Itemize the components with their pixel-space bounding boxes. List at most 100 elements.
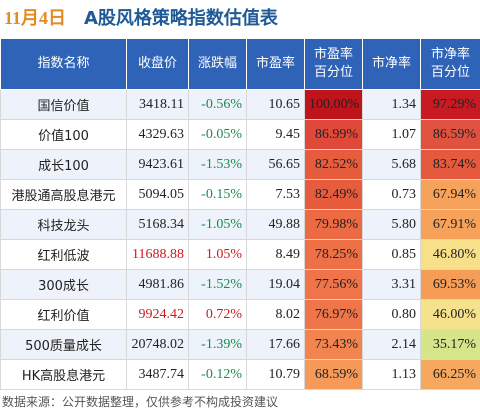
pb-percentile-cell: 67.94% xyxy=(420,179,480,210)
table-row: 500质量成长 20748.02 -1.39% 17.66 73.43% 2.14 35.1… xyxy=(0,329,480,360)
pe-cell: 49.88 xyxy=(246,209,305,240)
change-cell: -1.52% xyxy=(188,269,247,300)
table-body: 国信价值 3418.11 -0.56% 10.65 100.00% 1.34 97.29% 价… xyxy=(0,89,480,390)
column-header-line: 市盈率 xyxy=(255,56,295,71)
change-cell: -0.56% xyxy=(188,89,247,120)
change-cell: -0.15% xyxy=(188,179,247,210)
index-name-cell: 红利价值 xyxy=(0,299,127,330)
column-header: 市盈率 xyxy=(246,38,305,90)
pb-percentile-cell: 67.91% xyxy=(420,209,480,240)
pb-cell: 1.34 xyxy=(362,89,421,120)
column-header-line: 市盈率 xyxy=(313,47,353,62)
index-name-cell: HK高股息港元 xyxy=(0,359,127,390)
pb-cell: 0.73 xyxy=(362,179,421,210)
pb-cell: 5.68 xyxy=(362,149,421,180)
column-header-line: 百分位 xyxy=(430,65,470,80)
pb-percentile-cell: 46.80% xyxy=(420,239,480,270)
table-row: 300成长 4981.86 -1.52% 19.04 77.56% 3.31 69.53% xyxy=(0,269,480,300)
table-row: 科技龙头 5168.34 -1.05% 49.88 79.98% 5.80 67.91% xyxy=(0,209,480,240)
pb-cell: 5.80 xyxy=(362,209,421,240)
source-note: 数据来源：公开数据整理，仅供参考不构成投资建议 xyxy=(2,395,279,409)
pe-percentile-cell: 68.59% xyxy=(304,359,363,390)
pb-percentile-cell: 46.00% xyxy=(420,299,480,330)
close-price-cell: 11688.88 xyxy=(126,239,189,270)
column-header-line: 市净率 xyxy=(430,47,470,62)
index-name-cell: 国信价值 xyxy=(0,89,127,120)
close-price-cell: 5168.34 xyxy=(126,209,189,240)
change-cell: 0.72% xyxy=(188,299,247,330)
pe-percentile-cell: 82.52% xyxy=(304,149,363,180)
pb-percentile-cell: 66.25% xyxy=(420,359,480,390)
valuation-table: 指数名称 收盘价 涨跌幅 市盈率 市盈率 百分位 市净率 市净率 百分位 国信价值 3418.11… xyxy=(0,38,480,390)
table-row: 港股通高股息港元 5094.05 -0.15% 7.53 82.49% 0.73 67.94… xyxy=(0,179,480,210)
change-cell: -0.12% xyxy=(188,359,247,390)
pb-cell: 1.07 xyxy=(362,119,421,150)
index-name-cell: 港股通高股息港元 xyxy=(0,179,127,210)
pe-cell: 19.04 xyxy=(246,269,305,300)
index-name-cell: 科技龙头 xyxy=(0,209,127,240)
title-date: 11月4日 xyxy=(4,8,67,28)
pb-cell: 1.13 xyxy=(362,359,421,390)
close-price-cell: 9924.42 xyxy=(126,299,189,330)
table-row: HK高股息港元 3487.74 -0.12% 10.79 68.59% 1.13 66.25… xyxy=(0,359,480,390)
pe-cell: 17.66 xyxy=(246,329,305,360)
close-price-cell: 20748.02 xyxy=(126,329,189,360)
pe-percentile-cell: 73.43% xyxy=(304,329,363,360)
column-header-line: 指数名称 xyxy=(37,56,90,71)
close-price-cell: 4329.63 xyxy=(126,119,189,150)
pb-cell: 3.31 xyxy=(362,269,421,300)
pe-cell: 8.02 xyxy=(246,299,305,330)
index-name-cell: 成长100 xyxy=(0,149,127,180)
pe-percentile-cell: 100.00% xyxy=(304,89,363,120)
table-row: 价值100 4329.63 -0.05% 9.45 86.99% 1.07 86.59% xyxy=(0,119,480,150)
close-price-cell: 4981.86 xyxy=(126,269,189,300)
change-cell: 1.05% xyxy=(188,239,247,270)
pb-percentile-cell: 35.17% xyxy=(420,329,480,360)
close-price-cell: 5094.05 xyxy=(126,179,189,210)
column-header-line: 涨跌幅 xyxy=(197,56,237,71)
pe-percentile-cell: 82.49% xyxy=(304,179,363,210)
close-price-cell: 9423.61 xyxy=(126,149,189,180)
column-header: 市净率 百分位 xyxy=(420,38,480,90)
pe-percentile-cell: 76.97% xyxy=(304,299,363,330)
pe-cell: 56.65 xyxy=(246,149,305,180)
table-row: 红利价值 9924.42 0.72% 8.02 76.97% 0.80 46.00% xyxy=(0,299,480,330)
pe-percentile-cell: 79.98% xyxy=(304,209,363,240)
table-row: 成长100 9423.61 -1.53% 56.65 82.52% 5.68 83.74% xyxy=(0,149,480,180)
index-name-cell: 300成长 xyxy=(0,269,127,300)
pe-cell: 8.49 xyxy=(246,239,305,270)
index-name-cell: 500质量成长 xyxy=(0,329,127,360)
table-row: 红利低波 11688.88 1.05% 8.49 78.25% 0.85 46.80% xyxy=(0,239,480,270)
pe-cell: 7.53 xyxy=(246,179,305,210)
pb-cell: 0.80 xyxy=(362,299,421,330)
column-header: 市盈率 百分位 xyxy=(304,38,363,90)
column-header-line: 百分位 xyxy=(313,65,353,80)
pb-percentile-cell: 86.59% xyxy=(420,119,480,150)
column-header: 涨跌幅 xyxy=(188,38,247,90)
table-header-row: 指数名称 收盘价 涨跌幅 市盈率 市盈率 百分位 市净率 市净率 百分位 xyxy=(0,38,480,90)
column-header: 市净率 xyxy=(362,38,421,90)
close-price-cell: 3418.11 xyxy=(126,89,189,120)
change-cell: -1.39% xyxy=(188,329,247,360)
index-name-cell: 红利低波 xyxy=(0,239,127,270)
change-cell: -0.05% xyxy=(188,119,247,150)
column-header-line: 市净率 xyxy=(371,56,411,71)
pb-cell: 0.85 xyxy=(362,239,421,270)
pb-percentile-cell: 69.53% xyxy=(420,269,480,300)
column-header: 指数名称 xyxy=(0,38,127,90)
index-name-cell: 价值100 xyxy=(0,119,127,150)
pb-percentile-cell: 83.74% xyxy=(420,149,480,180)
table-row: 国信价值 3418.11 -0.56% 10.65 100.00% 1.34 97.29% xyxy=(0,89,480,120)
page-title: A股风格策略指数估值表 xyxy=(84,8,278,29)
change-cell: -1.05% xyxy=(188,209,247,240)
column-header-line: 收盘价 xyxy=(137,56,177,71)
pe-percentile-cell: 78.25% xyxy=(304,239,363,270)
pe-cell: 9.45 xyxy=(246,119,305,150)
pe-cell: 10.65 xyxy=(246,89,305,120)
header: 11月4日 A股风格策略指数估值表 xyxy=(0,0,480,38)
pb-cell: 2.14 xyxy=(362,329,421,360)
pe-cell: 10.79 xyxy=(246,359,305,390)
close-price-cell: 3487.74 xyxy=(126,359,189,390)
pe-percentile-cell: 86.99% xyxy=(304,119,363,150)
change-cell: -1.53% xyxy=(188,149,247,180)
